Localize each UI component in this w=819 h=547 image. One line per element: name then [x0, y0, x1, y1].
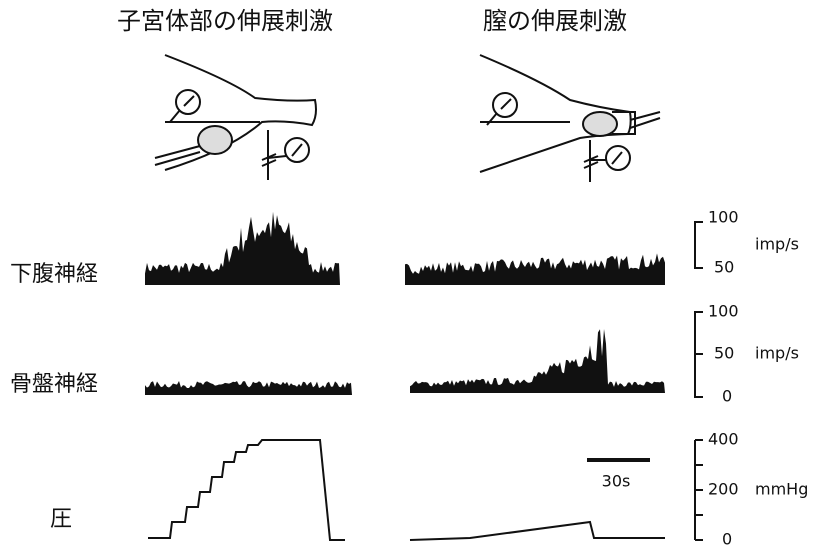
- scale-label: 0: [722, 387, 732, 406]
- column-title: 膣の伸展刺激: [483, 7, 627, 35]
- pressure-trace: [148, 440, 345, 540]
- scale-label: 100: [708, 208, 739, 227]
- figure: 子宮体部の伸展刺激 膣の伸展刺激 下腹神経 骨盤神経 圧 100 50 imp/…: [0, 0, 819, 547]
- spike-trace: [145, 212, 340, 285]
- scale-label: 200: [708, 480, 739, 499]
- row-label: 下腹神経: [10, 262, 98, 287]
- spike-trace: [145, 381, 352, 395]
- row-label: 骨盤神経: [10, 372, 98, 397]
- scale-unit: imp/s: [755, 235, 799, 254]
- scale-label: 50: [714, 344, 734, 363]
- scale-unit: mmHg: [755, 480, 808, 499]
- pressure-trace: [410, 522, 665, 540]
- scale-label: 0: [722, 530, 732, 547]
- column-title: 子宮体部の伸展刺激: [117, 7, 333, 35]
- time-bar-label: 30s: [602, 472, 631, 491]
- spike-trace: [410, 329, 665, 393]
- scale-label: 400: [708, 430, 739, 449]
- organ-diagram: [155, 55, 660, 182]
- scale-label: 100: [708, 302, 739, 321]
- row-label: 圧: [50, 507, 72, 532]
- scale-unit: imp/s: [755, 344, 799, 363]
- scale-label: 50: [714, 258, 734, 277]
- spike-trace: [405, 253, 665, 285]
